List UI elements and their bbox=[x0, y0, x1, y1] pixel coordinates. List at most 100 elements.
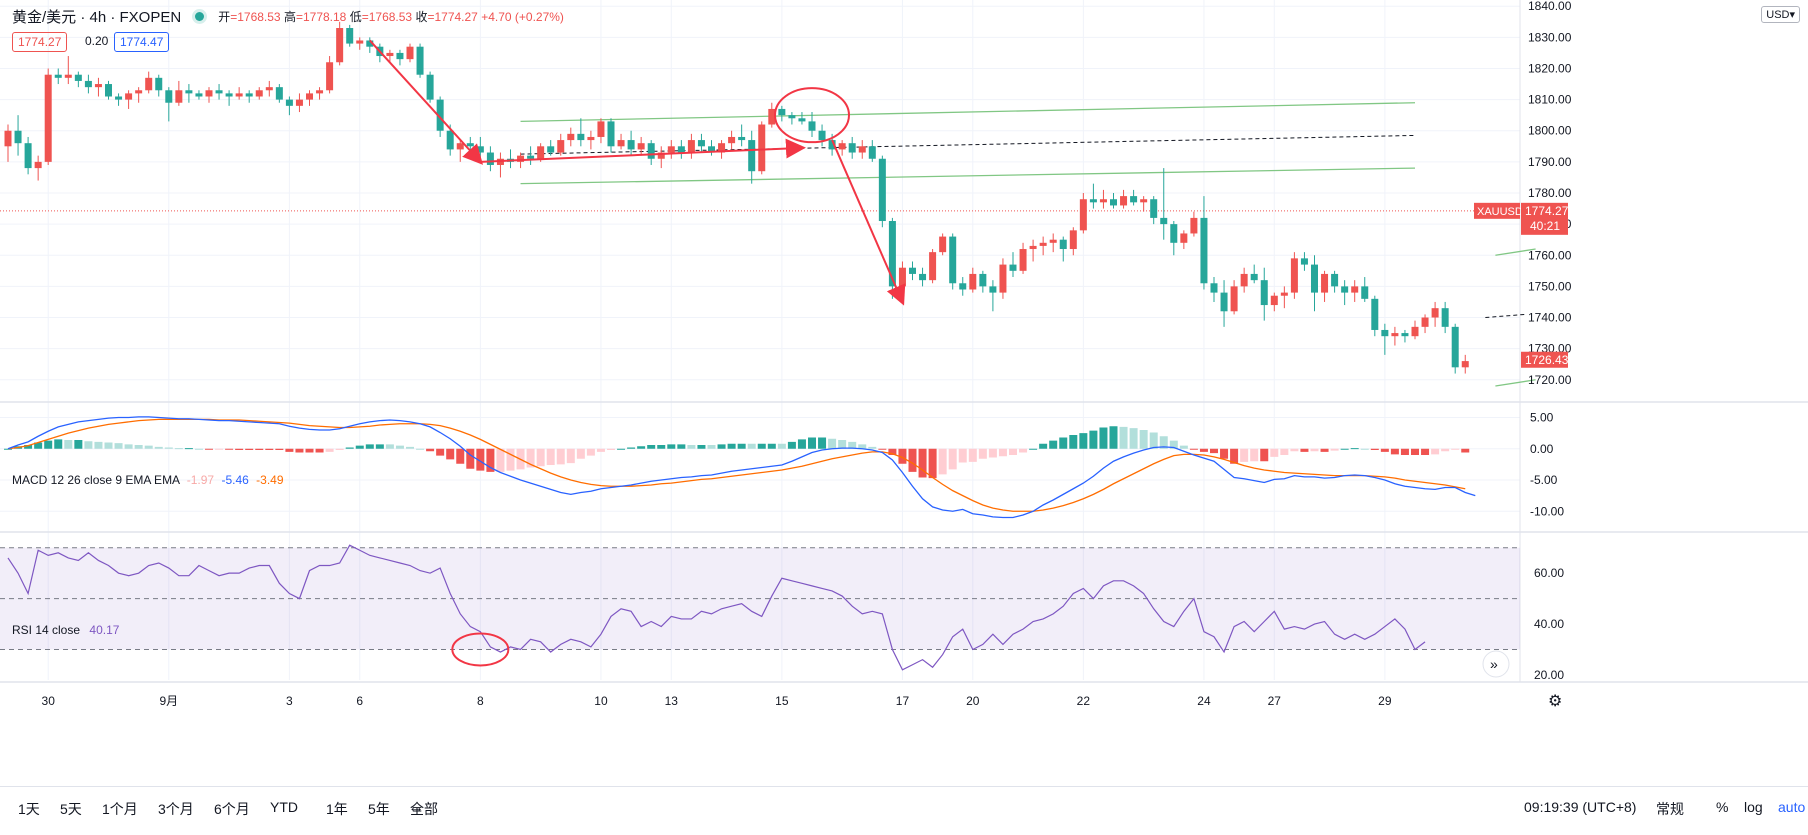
macd-hist-bar bbox=[34, 442, 43, 449]
candle-body bbox=[1200, 217, 1208, 284]
candle bbox=[145, 71, 153, 94]
macd-hist-bar bbox=[1149, 432, 1158, 449]
candle-body bbox=[868, 146, 876, 159]
timeframe-button[interactable]: 5年 bbox=[368, 801, 390, 817]
log-toggle[interactable]: log bbox=[1744, 799, 1763, 815]
macd-hist-bar bbox=[1109, 426, 1118, 449]
timeframe-button[interactable]: 1个月 bbox=[102, 801, 138, 817]
candle bbox=[597, 118, 605, 144]
candle bbox=[567, 127, 575, 147]
candle bbox=[1280, 286, 1288, 309]
candle bbox=[14, 115, 22, 156]
time-tick-label: 3 bbox=[286, 694, 293, 708]
macd-hist-bar bbox=[194, 448, 203, 450]
candle bbox=[84, 74, 92, 94]
candle-body bbox=[1120, 196, 1128, 206]
candle-body bbox=[979, 273, 987, 287]
candle bbox=[396, 49, 404, 66]
candle-body bbox=[969, 273, 977, 290]
timeframe-button[interactable]: YTD bbox=[270, 799, 298, 815]
candle-body bbox=[1290, 258, 1298, 293]
candle-body bbox=[858, 146, 866, 153]
countdown-text: 40:21 bbox=[1530, 219, 1560, 233]
timeframe-button[interactable]: 1年 bbox=[326, 801, 348, 817]
macd-hist-bar bbox=[496, 448, 505, 472]
macd-histogram bbox=[4, 426, 1470, 479]
macd-hist-bar bbox=[1220, 448, 1229, 459]
macd-hist-bar bbox=[647, 445, 656, 449]
settings-gear-icon: ⚙ bbox=[1548, 693, 1562, 710]
session-button[interactable]: 常规 bbox=[1656, 801, 1684, 817]
candle-body bbox=[396, 52, 404, 60]
candle bbox=[607, 118, 615, 153]
candle bbox=[999, 258, 1007, 299]
bid-button[interactable]: 1774.27 bbox=[12, 32, 68, 52]
candle-body bbox=[195, 93, 203, 97]
price-tick-label: 1820.00 bbox=[1528, 61, 1572, 75]
macd-label[interactable]: MACD 12 26 close 9 EMA EMA bbox=[12, 473, 180, 487]
macd-hist-bar bbox=[878, 448, 887, 450]
ask-button[interactable]: 1774.47 bbox=[114, 32, 170, 52]
macd-hist-bar bbox=[1230, 448, 1239, 464]
candle-body bbox=[828, 140, 836, 150]
candle bbox=[1079, 192, 1087, 234]
macd-hist-bar bbox=[1340, 448, 1349, 450]
symbol-title[interactable]: 黄金/美元 · 4h · FXOPEN bbox=[12, 9, 182, 26]
candle bbox=[406, 43, 414, 63]
candle bbox=[768, 102, 776, 128]
macd-hist-bar bbox=[1270, 448, 1279, 457]
auto-toggle[interactable]: auto bbox=[1778, 799, 1806, 815]
candle-body bbox=[758, 124, 766, 172]
low-value: =1768.53 bbox=[361, 10, 413, 24]
macd-hist-bar bbox=[1189, 448, 1198, 450]
macd-hist-bar bbox=[1300, 448, 1309, 452]
macd-hist-bar bbox=[828, 438, 837, 449]
macd-hist-bar bbox=[596, 448, 605, 452]
candle-body bbox=[456, 143, 464, 150]
macd-hist-bar bbox=[908, 448, 917, 472]
percent-toggle[interactable]: % bbox=[1716, 799, 1729, 815]
macd-hist-bar bbox=[486, 448, 495, 472]
macd-hist-bar bbox=[657, 445, 666, 449]
candle bbox=[1160, 168, 1168, 240]
time-tick-label: 24 bbox=[1197, 694, 1211, 708]
macd-hist-bar bbox=[818, 437, 827, 449]
candle-body bbox=[1371, 298, 1379, 330]
candle bbox=[1341, 280, 1349, 306]
currency-selector[interactable]: USD▾ bbox=[1761, 6, 1800, 23]
macd-tick-label: -10.00 bbox=[1530, 504, 1564, 518]
annotation-circle bbox=[774, 87, 850, 144]
candle-body bbox=[476, 146, 484, 153]
timeframe-button[interactable]: 6个月 bbox=[214, 801, 250, 817]
macd-tick-label: -5.00 bbox=[1530, 473, 1558, 487]
rsi-tick-label: 40.00 bbox=[1534, 617, 1564, 631]
macd-hist-bar bbox=[717, 444, 726, 449]
candle-body bbox=[245, 93, 253, 97]
candle bbox=[1110, 192, 1117, 209]
timeframe-button[interactable]: 全部 bbox=[410, 801, 438, 817]
candle-body bbox=[1069, 230, 1077, 250]
rsi-label[interactable]: RSI 14 close bbox=[12, 623, 81, 637]
macd-hist-bar bbox=[627, 447, 636, 449]
candle-body bbox=[1160, 217, 1168, 225]
timeframe-button[interactable]: 1天 bbox=[18, 801, 40, 817]
candle-body bbox=[1039, 242, 1047, 246]
candle bbox=[647, 140, 655, 165]
candle-body bbox=[1321, 273, 1329, 293]
macd-hist-bar bbox=[134, 445, 143, 449]
candle-body bbox=[1240, 273, 1248, 287]
macd-hist-bar bbox=[406, 446, 414, 449]
time-tick-label: 17 bbox=[896, 694, 910, 708]
candle-body bbox=[878, 158, 886, 222]
candle-body bbox=[115, 96, 123, 100]
date-range-icon[interactable]: ↔ bbox=[408, 799, 424, 816]
bottom-toolbar: 1天 5天 1个月 3个月 6个月 YTD 1年 5年 全部 ↔ 09:19:39 (UTC+8… bbox=[0, 786, 1808, 831]
time-tick-label: 29 bbox=[1378, 694, 1392, 708]
candle-body bbox=[1361, 286, 1369, 299]
candle-body bbox=[436, 99, 444, 131]
timeframe-button[interactable]: 3个月 bbox=[158, 801, 194, 817]
timeframe-button[interactable]: 5天 bbox=[60, 801, 82, 817]
macd-hist-bar bbox=[325, 448, 334, 452]
clock-time[interactable]: 09:19:39 (UTC+8) bbox=[1524, 799, 1637, 815]
